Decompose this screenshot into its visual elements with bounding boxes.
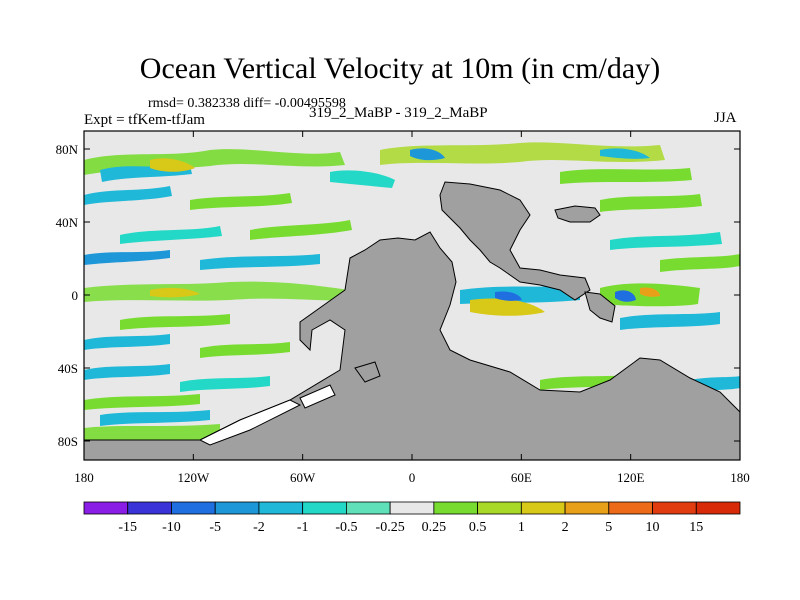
lat-tick-label: 80S (58, 434, 78, 449)
colorbar-swatch (652, 501, 697, 515)
colorbar-swatch (477, 501, 522, 515)
lat-tick-label: 40S (58, 361, 78, 376)
colorbar: -15 -10 -5 -2 -1 -0.5 -0.25 0.25 0.5 1 2 5 10 15 (83, 501, 741, 535)
stats-line: rmsd= 0.382338 diff= -0.00495598 (148, 96, 346, 111)
lon-tick-label: 180 (74, 470, 94, 485)
colorbar-swatch (83, 501, 129, 515)
velocity-field (84, 142, 740, 446)
colorbar-label: 15 (689, 520, 703, 535)
colorbar-swatch (345, 501, 391, 515)
colorbar-swatch (564, 501, 610, 515)
colorbar-swatch (258, 501, 304, 515)
colorbar-swatch (171, 501, 216, 515)
colorbar-swatch (214, 501, 260, 515)
latitude-ticks: 80N 40N 0 40S 80S (56, 142, 740, 449)
colorbar-swatch (433, 501, 479, 515)
lon-tick-label: 120W (177, 470, 210, 485)
colorbar-swatch (520, 501, 566, 515)
colorbar-swatch (302, 501, 347, 515)
colorbar-swatch (389, 501, 435, 515)
lon-tick-label: 180 (730, 470, 750, 485)
colorbar-label: 10 (646, 520, 660, 535)
lat-tick-label: 80N (56, 142, 79, 157)
colorbar-label: -5 (209, 520, 221, 535)
colorbar-label: -0.5 (335, 520, 357, 535)
longitude-ticks: 180 120W 60W 0 60E 120E 180 (74, 131, 750, 485)
colorbar-label: -15 (118, 520, 137, 535)
land-masses (84, 181, 740, 460)
runs-label: 319_2_MaBP - 319_2_MaBP (309, 105, 488, 121)
colorbar-swatch (127, 501, 172, 515)
experiment-label: Expt = tfKem-tfJam (84, 112, 205, 128)
lat-tick-label: 0 (72, 288, 79, 303)
colorbar-label: 0.5 (469, 520, 487, 535)
colorbar-label: 1 (518, 520, 525, 535)
lat-tick-label: 40N (56, 215, 79, 230)
colorbar-label: 0.25 (422, 520, 447, 535)
lon-tick-label: 120E (617, 470, 645, 485)
colorbar-label: -10 (162, 520, 181, 535)
colorbar-label: 2 (562, 520, 569, 535)
lon-tick-label: 0 (409, 470, 416, 485)
colorbar-label: 5 (605, 520, 612, 535)
lon-tick-label: 60W (290, 470, 316, 485)
colorbar-label: -1 (297, 520, 309, 535)
colorbar-label: -0.25 (376, 520, 405, 535)
colorbar-swatch (695, 501, 741, 515)
colorbar-label: -2 (253, 520, 265, 535)
season-label: JJA (714, 110, 737, 126)
lon-tick-label: 60E (511, 470, 532, 485)
colorbar-swatch (608, 501, 653, 515)
plot-title: Ocean Vertical Velocity at 10m (in cm/da… (139, 52, 661, 85)
